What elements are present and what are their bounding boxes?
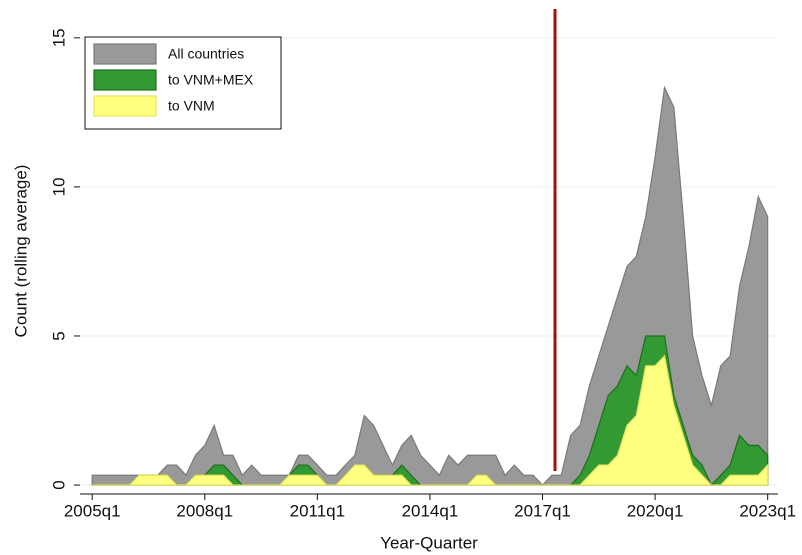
legend-swatch — [93, 43, 157, 65]
x-tick-label: 2005q1 — [64, 501, 121, 520]
x-tick-label: 2008q1 — [176, 501, 233, 520]
x-tick-label: 2017q1 — [514, 501, 571, 520]
legend: All countries to VNM+MEX to VNM — [84, 36, 282, 130]
area — [91, 85, 769, 486]
x-tick-label: 2014q1 — [402, 501, 459, 520]
legend-label: to VNM+MEX — [168, 72, 254, 88]
legend-swatch — [93, 69, 157, 91]
x-tick-label: 2020q1 — [627, 501, 684, 520]
x-axis-label: Year-Quarter — [380, 533, 478, 552]
y-tick-label: 15 — [49, 28, 68, 47]
x-tick-label: 2011q1 — [290, 501, 345, 520]
y-axis-label: Count (rolling average) — [11, 165, 30, 338]
y-tick-label: 0 — [49, 480, 68, 489]
x-tick-label: 2023q1 — [739, 501, 796, 520]
legend-label: All countries — [168, 46, 244, 62]
y-tick-label: 5 — [49, 331, 68, 340]
legend-swatch — [93, 95, 157, 117]
area — [92, 354, 769, 486]
legend-label: to VNM — [168, 98, 215, 114]
y-tick-label: 10 — [49, 177, 68, 196]
